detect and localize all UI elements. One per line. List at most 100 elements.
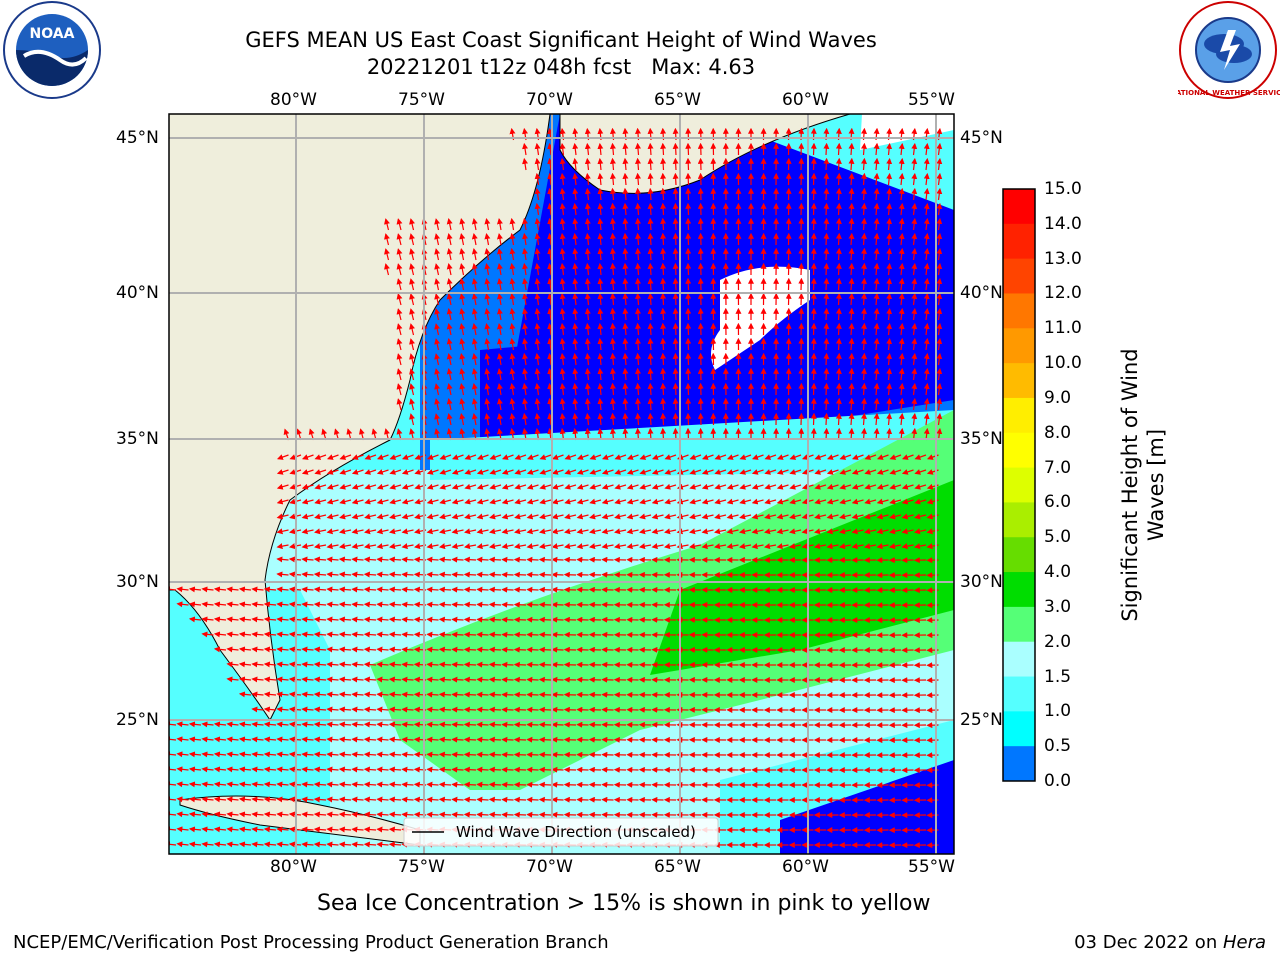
wind-wave-arrow xyxy=(936,202,943,216)
wind-wave-arrow xyxy=(363,631,377,638)
wind-wave-arrow xyxy=(685,292,692,306)
wind-wave-arrow xyxy=(911,367,918,381)
wind-wave-arrow xyxy=(609,307,616,321)
wind-wave-arrow xyxy=(622,247,629,261)
wind-wave-arrow xyxy=(823,217,830,231)
wind-wave-arrow xyxy=(635,322,641,336)
wind-wave-arrow xyxy=(459,218,466,231)
wind-wave-arrow xyxy=(848,262,855,276)
wind-wave-arrow xyxy=(911,172,918,186)
wind-wave-arrow xyxy=(376,676,389,683)
wind-wave-arrow xyxy=(538,601,552,608)
wind-wave-arrow xyxy=(401,676,414,683)
wind-wave-arrow xyxy=(898,232,905,246)
wind-wave-arrow xyxy=(446,308,453,321)
wind-wave-arrow xyxy=(936,247,943,261)
wind-wave-arrow xyxy=(609,412,616,426)
wind-wave-arrow xyxy=(551,706,564,713)
wind-wave-arrow xyxy=(861,157,867,171)
wind-wave-arrow xyxy=(396,383,403,396)
wind-wave-arrow xyxy=(471,383,478,396)
wind-wave-arrow xyxy=(685,352,692,366)
wind-wave-arrow xyxy=(672,277,679,291)
wind-wave-arrow xyxy=(489,454,502,460)
wind-wave-arrow xyxy=(434,263,441,276)
colorbar-title-line2: Waves [m] xyxy=(1144,428,1168,542)
wind-wave-arrow xyxy=(363,586,377,593)
wind-wave-arrow xyxy=(446,398,453,411)
wind-wave-arrow xyxy=(463,631,477,638)
wind-wave-arrow xyxy=(426,676,439,683)
wind-wave-arrow xyxy=(496,278,503,291)
wind-wave-arrow xyxy=(551,721,564,728)
wind-wave-arrow xyxy=(898,352,905,366)
wind-wave-arrow xyxy=(835,307,842,321)
wind-wave-arrow xyxy=(471,218,478,231)
wind-wave-arrow xyxy=(886,232,893,246)
wind-wave-arrow xyxy=(572,172,579,186)
wind-wave-arrow xyxy=(513,751,527,758)
wind-wave-arrow xyxy=(584,277,591,291)
colorbar-tick-label: 5.0 xyxy=(1044,527,1072,548)
wind-wave-arrow xyxy=(551,751,564,758)
wind-wave-arrow xyxy=(835,367,842,381)
wind-wave-arrow xyxy=(823,337,830,351)
wind-wave-arrow xyxy=(660,322,667,336)
wind-wave-arrow xyxy=(685,217,692,231)
colorbar-cell xyxy=(1003,467,1035,503)
wind-wave-arrow xyxy=(597,187,604,201)
wind-wave-arrow xyxy=(810,217,817,231)
wind-wave-arrow xyxy=(501,721,514,728)
wind-wave-arrow xyxy=(451,796,464,803)
wind-wave-arrow xyxy=(522,217,529,231)
wind-wave-arrow xyxy=(476,706,489,713)
wind-wave-arrow xyxy=(376,631,389,638)
wind-wave-direction-arrows xyxy=(169,127,943,849)
wind-wave-arrow xyxy=(823,232,830,246)
wind-wave-arrow xyxy=(647,217,654,231)
wind-wave-arrow xyxy=(559,277,566,291)
wind-wave-arrow xyxy=(488,736,502,743)
wind-wave-arrow xyxy=(823,247,830,261)
wind-wave-arrow xyxy=(898,262,905,276)
wind-wave-arrow xyxy=(685,262,692,276)
wind-wave-arrow xyxy=(509,382,516,396)
wind-wave-arrow xyxy=(609,247,616,261)
footer-date-text: 03 Dec 2022 on xyxy=(1074,932,1223,953)
wind-wave-arrow xyxy=(534,172,541,186)
wind-wave-arrow xyxy=(534,367,541,381)
wind-wave-arrow xyxy=(526,706,539,713)
wind-wave-arrow xyxy=(351,766,364,773)
wind-wave-arrow xyxy=(886,172,893,186)
wind-wave-arrow xyxy=(534,307,541,321)
wind-wave-arrow xyxy=(873,382,880,396)
wind-wave-arrow xyxy=(559,367,566,381)
sea-ice-caption: Sea Ice Concentration > 15% is shown in … xyxy=(317,891,931,916)
wind-wave-arrow xyxy=(660,157,667,171)
wind-wave-arrow xyxy=(547,262,554,276)
wind-wave-arrow xyxy=(522,292,529,306)
wind-wave-arrow xyxy=(426,616,439,623)
wind-wave-arrow xyxy=(364,454,377,460)
wind-wave-arrow xyxy=(513,766,527,773)
wind-wave-arrow xyxy=(401,721,414,728)
wind-wave-arrow xyxy=(873,217,880,231)
wind-wave-arrow xyxy=(446,278,453,291)
wind-wave-arrow xyxy=(471,293,478,306)
wind-wave-arrow xyxy=(401,616,414,623)
wind-wave-arrow xyxy=(551,586,564,593)
wind-wave-arrow xyxy=(538,661,552,668)
wind-wave-arrow xyxy=(861,202,867,216)
wind-wave-arrow xyxy=(484,263,491,276)
wind-wave-arrow xyxy=(823,307,830,321)
wind-wave-arrow xyxy=(534,322,541,336)
lat-label-right: 45°N xyxy=(960,128,1003,148)
wind-wave-arrow xyxy=(496,248,503,261)
wind-wave-arrow xyxy=(672,157,679,171)
wind-wave-arrow xyxy=(526,616,539,623)
wind-wave-arrow xyxy=(873,322,880,336)
wind-wave-arrow xyxy=(434,293,441,306)
wind-wave-arrow xyxy=(547,352,554,366)
wind-wave-arrow xyxy=(635,217,641,231)
wind-wave-arrow xyxy=(923,247,930,261)
